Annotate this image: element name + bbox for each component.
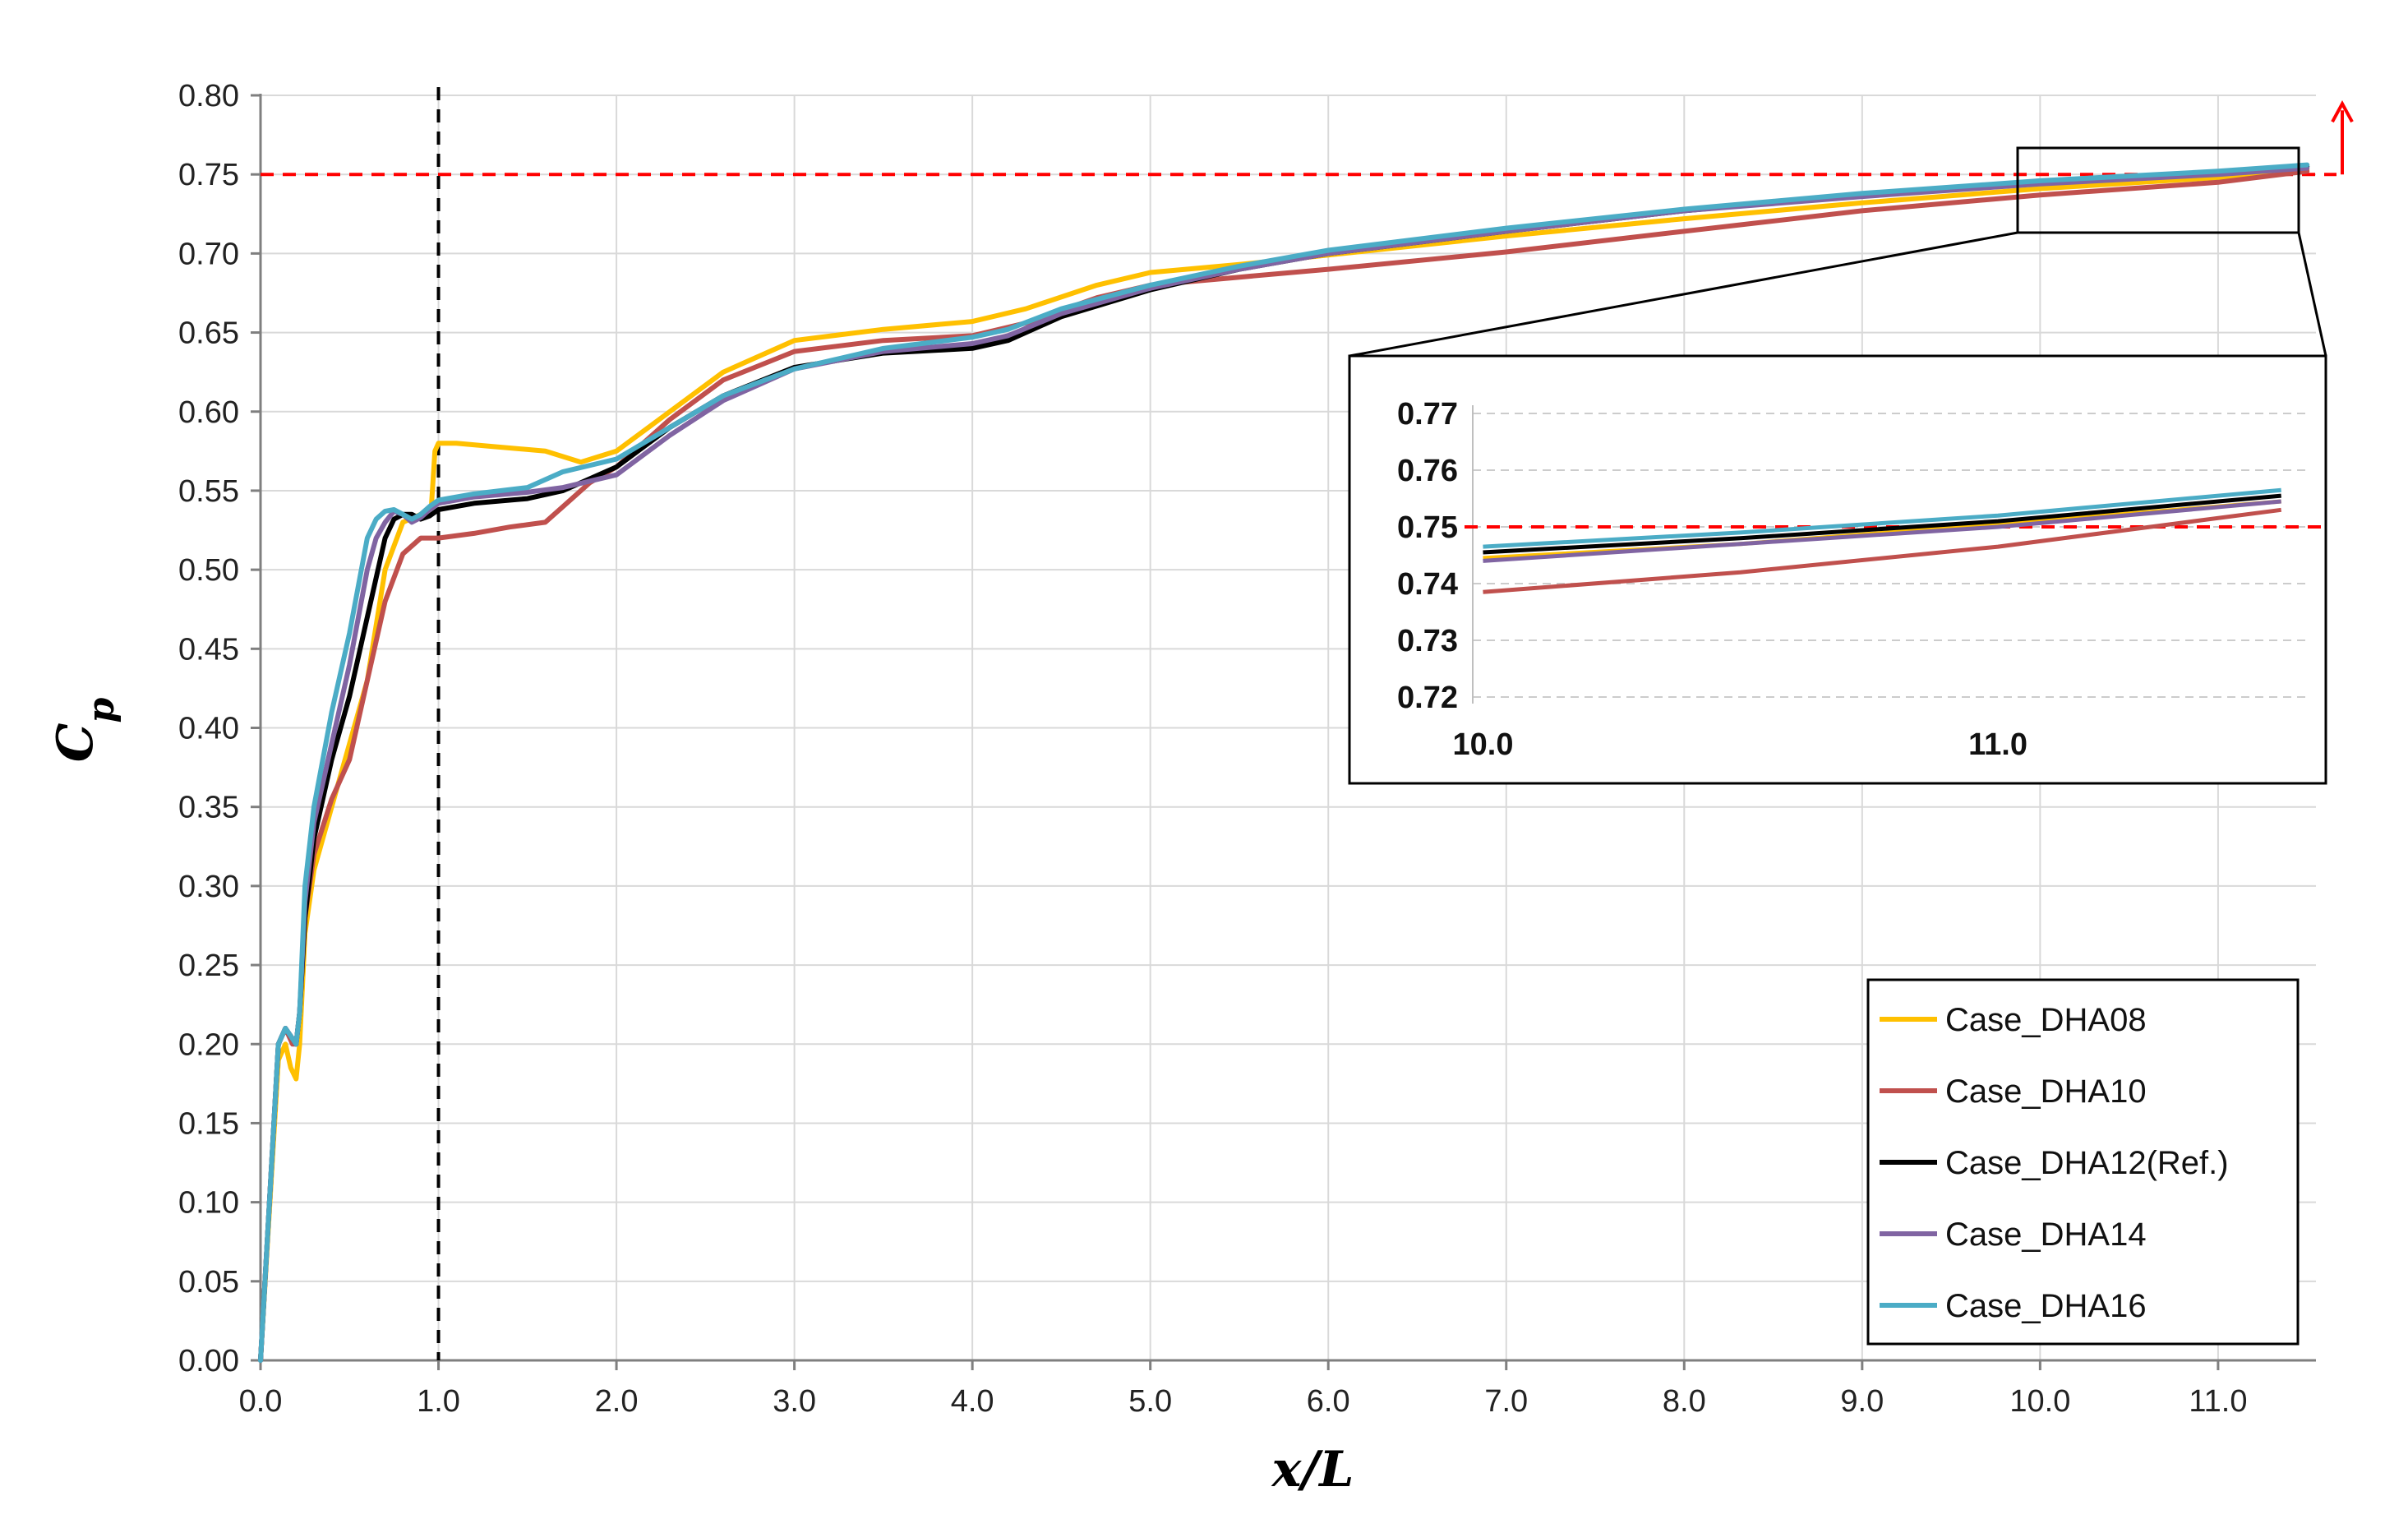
series-line <box>258 162 2310 1363</box>
y-tick-label: 0.65 <box>178 316 239 351</box>
inset-y-tick-label: 0.77 <box>1397 397 1458 432</box>
x-tick-label: 11.0 <box>2189 1384 2247 1419</box>
y-tick-label: 0.00 <box>178 1344 239 1378</box>
x-tick-label: 4.0 <box>951 1384 994 1419</box>
inset-x-tick-label: 10.0 <box>1453 727 1514 762</box>
y-tick-label: 0.35 <box>178 791 239 825</box>
legend-label: Case_DHA10 <box>1945 1073 2147 1110</box>
x-tick-label: 0.0 <box>239 1384 283 1419</box>
y-tick-label: 0.80 <box>178 79 239 113</box>
zoom-connector-right <box>2297 232 2327 357</box>
legend-frame <box>1866 978 2300 1346</box>
legend-label: Case_DHA08 <box>1945 1002 2147 1038</box>
y-tick-label: 0.40 <box>178 712 239 746</box>
legend-label: Case_DHA12(Ref.) <box>1945 1145 2229 1181</box>
inset-series-line <box>1483 499 2281 563</box>
inset-series-line <box>1483 487 2281 549</box>
inset-y-tick-label: 0.74 <box>1397 567 1458 602</box>
y-tick-label: 0.45 <box>178 632 239 667</box>
x-tick-label: 8.0 <box>1663 1384 1706 1419</box>
y-tick-label: 0.50 <box>178 553 239 588</box>
x-axis-title: x/L <box>1271 1441 1354 1498</box>
zoom-connector-left <box>1349 231 2018 358</box>
x-tick-label: 9.0 <box>1840 1384 1884 1419</box>
inset-x-tick-label: 11.0 <box>1968 727 2027 762</box>
tick-labels: 0.00 0.05 0.10 0.15 0.20 0.25 0.30 0.35 0.40 0.45… <box>178 79 2247 1419</box>
y-tick-label: 0.60 <box>178 395 239 430</box>
legend: Case_DHA08 Case_DHA10 Case_DHA12(Ref.) Case… <box>1866 978 2300 1346</box>
inset-y-tick-label: 0.76 <box>1397 454 1458 488</box>
legend-label: Case_DHA14 <box>1945 1217 2147 1253</box>
x-tick-label: 1.0 <box>417 1384 460 1419</box>
inset-y-tick-label: 0.73 <box>1397 624 1458 658</box>
inset-plot: 0.72 0.73 0.74 0.75 0.76 0.77 10.0 11.0 <box>1397 397 2323 762</box>
arrow-up-head-icon <box>2331 100 2354 123</box>
inset-y-tick-label: 0.75 <box>1397 510 1458 545</box>
y-tick-label: 0.10 <box>178 1186 239 1221</box>
y-axis-title: Cp <box>47 698 122 763</box>
zoom-region-box <box>2016 146 2300 234</box>
x-tick-label: 7.0 <box>1484 1384 1528 1419</box>
legend-label: Case_DHA16 <box>1945 1288 2147 1324</box>
y-tick-label: 0.20 <box>178 1027 239 1062</box>
x-tick-label: 3.0 <box>773 1384 816 1419</box>
inset-series-line <box>1483 507 2282 594</box>
y-tick-label: 0.75 <box>178 158 239 192</box>
inset-y-tick-label: 0.72 <box>1397 681 1458 715</box>
y-tick-label: 0.70 <box>178 237 239 271</box>
y-tick-label: 0.30 <box>178 870 239 904</box>
x-tick-label: 2.0 <box>595 1384 639 1419</box>
y-tick-label: 0.15 <box>178 1106 239 1141</box>
x-tick-label: 6.0 <box>1307 1384 1350 1419</box>
inset-frame <box>1348 354 2327 785</box>
x-tick-label: 5.0 <box>1128 1384 1172 1419</box>
inset-series-line <box>1483 493 2281 555</box>
x-tick-label: 10.0 <box>2009 1384 2070 1419</box>
y-tick-label: 0.05 <box>178 1265 239 1300</box>
y-tick-label: 0.25 <box>178 949 239 983</box>
series-group <box>258 162 2310 1363</box>
y-tick-label: 0.55 <box>178 474 239 509</box>
